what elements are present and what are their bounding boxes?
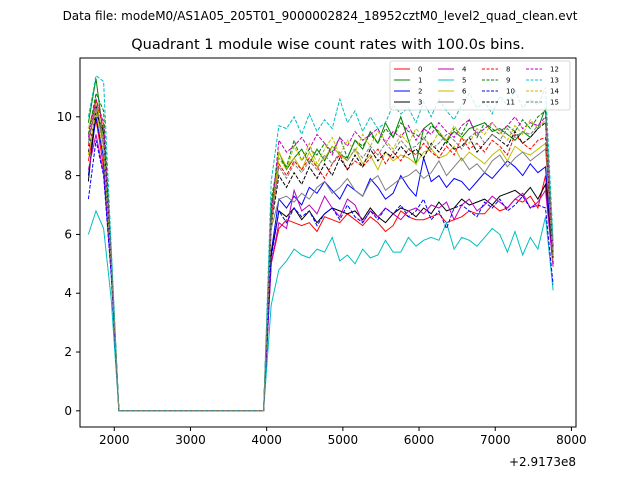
legend-label-12: 12 xyxy=(550,66,559,74)
legend-label-3: 3 xyxy=(418,99,422,107)
legend-box xyxy=(389,60,571,111)
axis-ticks: 2000 3000 4000 5000 6000 7000 8000 0 2 4 6 8 10 xyxy=(57,110,587,447)
x-tick-label: 2000 xyxy=(99,433,130,447)
x-tick-label: 3000 xyxy=(175,433,206,447)
legend-label-8: 8 xyxy=(506,66,510,74)
y-tick-label: 6 xyxy=(64,227,72,241)
x-offset-label: +2.9173e8 xyxy=(509,455,576,469)
legend-label-1: 1 xyxy=(418,77,422,85)
y-tick-label: 4 xyxy=(64,286,72,300)
legend-label-6: 6 xyxy=(462,88,467,96)
legend-label-7: 7 xyxy=(462,99,466,107)
legend-label-9: 9 xyxy=(506,77,510,85)
legend-label-2: 2 xyxy=(418,88,422,96)
y-tick-label: 10 xyxy=(57,110,72,124)
x-tick-label: 7000 xyxy=(480,433,511,447)
legend-label-5: 5 xyxy=(462,77,466,85)
legend-label-15: 15 xyxy=(550,99,559,107)
suptitle: Data file: modeM0/AS1A05_205T01_90000028… xyxy=(63,9,578,23)
legend-label-10: 10 xyxy=(506,88,515,96)
series-line-15 xyxy=(87,104,554,412)
axes-frame xyxy=(79,57,577,428)
x-tick-label: 5000 xyxy=(328,433,359,447)
y-tick-label: 0 xyxy=(64,404,72,418)
plot-area xyxy=(80,58,576,427)
legend-label-0: 0 xyxy=(418,66,422,74)
y-tick-label: 2 xyxy=(64,345,72,359)
x-tick-label: 8000 xyxy=(556,433,587,447)
legend-label-13: 13 xyxy=(550,77,559,85)
legend-label-4: 4 xyxy=(462,66,467,74)
chart-title: Quadrant 1 module wise count rates with … xyxy=(131,37,525,53)
series-line-8 xyxy=(87,99,554,412)
series-lines xyxy=(87,74,554,412)
x-tick-label: 4000 xyxy=(251,433,282,447)
legend-label-14: 14 xyxy=(550,88,559,96)
y-tick-label: 8 xyxy=(64,169,72,183)
legend-label-11: 11 xyxy=(506,99,515,107)
x-tick-label: 6000 xyxy=(404,433,435,447)
